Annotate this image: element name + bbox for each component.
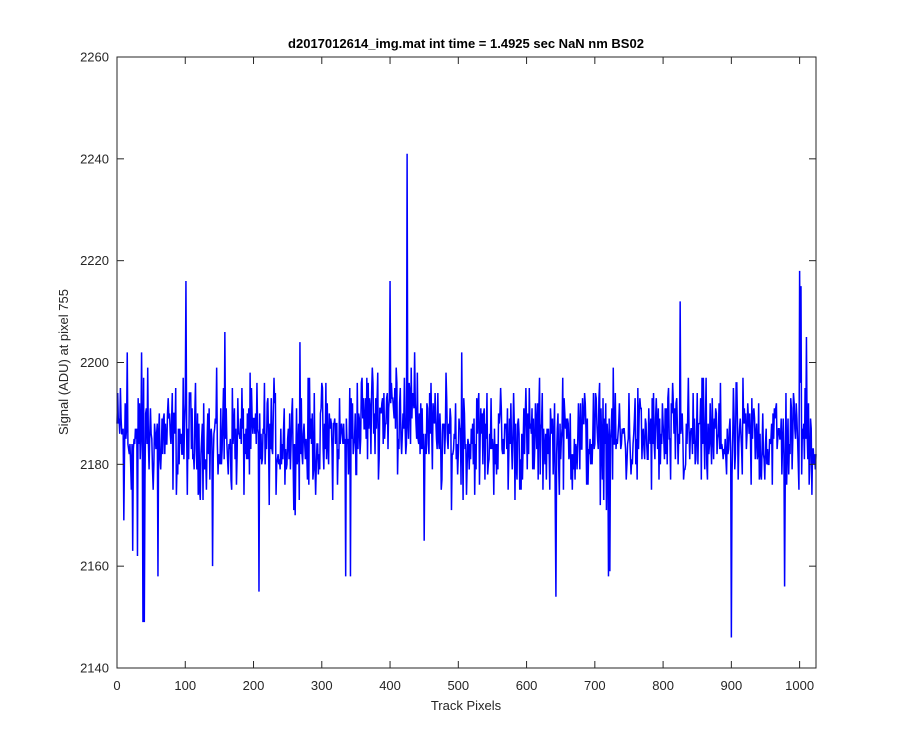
x-tick-label: 400 <box>379 678 401 693</box>
x-tick-label: 300 <box>311 678 333 693</box>
y-tick-label: 2240 <box>80 151 109 166</box>
x-axis-label: Track Pixels <box>431 698 502 713</box>
x-tick-label: 900 <box>721 678 743 693</box>
x-axis: 0 100 200 300 400 500 600 700 800 900 1000 <box>113 57 814 693</box>
series-line <box>116 153 817 638</box>
x-tick-label: 600 <box>516 678 538 693</box>
x-tick-label: 0 <box>113 678 120 693</box>
plot-frame <box>116 56 817 669</box>
y-tick-label: 2220 <box>80 253 109 268</box>
y-tick-label: 2160 <box>80 559 109 574</box>
plot-background <box>117 57 816 668</box>
series-layer <box>116 153 817 638</box>
y-tick-label: 2180 <box>80 457 109 472</box>
x-tick-label: 200 <box>243 678 265 693</box>
x-tick-label: 500 <box>447 678 469 693</box>
chart-title: d2017012614_img.mat int time = 1.4925 se… <box>288 36 644 51</box>
y-tick-label: 2260 <box>80 50 109 65</box>
y-axis: 2140 2160 2180 2200 2220 2240 2260 <box>80 50 816 676</box>
y-tick-label: 2200 <box>80 355 109 370</box>
x-tick-label: 700 <box>584 678 606 693</box>
y-tick-label: 2140 <box>80 661 109 676</box>
x-tick-label: 800 <box>652 678 674 693</box>
y-axis-label: Signal (ADU) at pixel 755 <box>56 289 71 435</box>
x-tick-label: 1000 <box>785 678 814 693</box>
x-tick-label: 100 <box>174 678 196 693</box>
